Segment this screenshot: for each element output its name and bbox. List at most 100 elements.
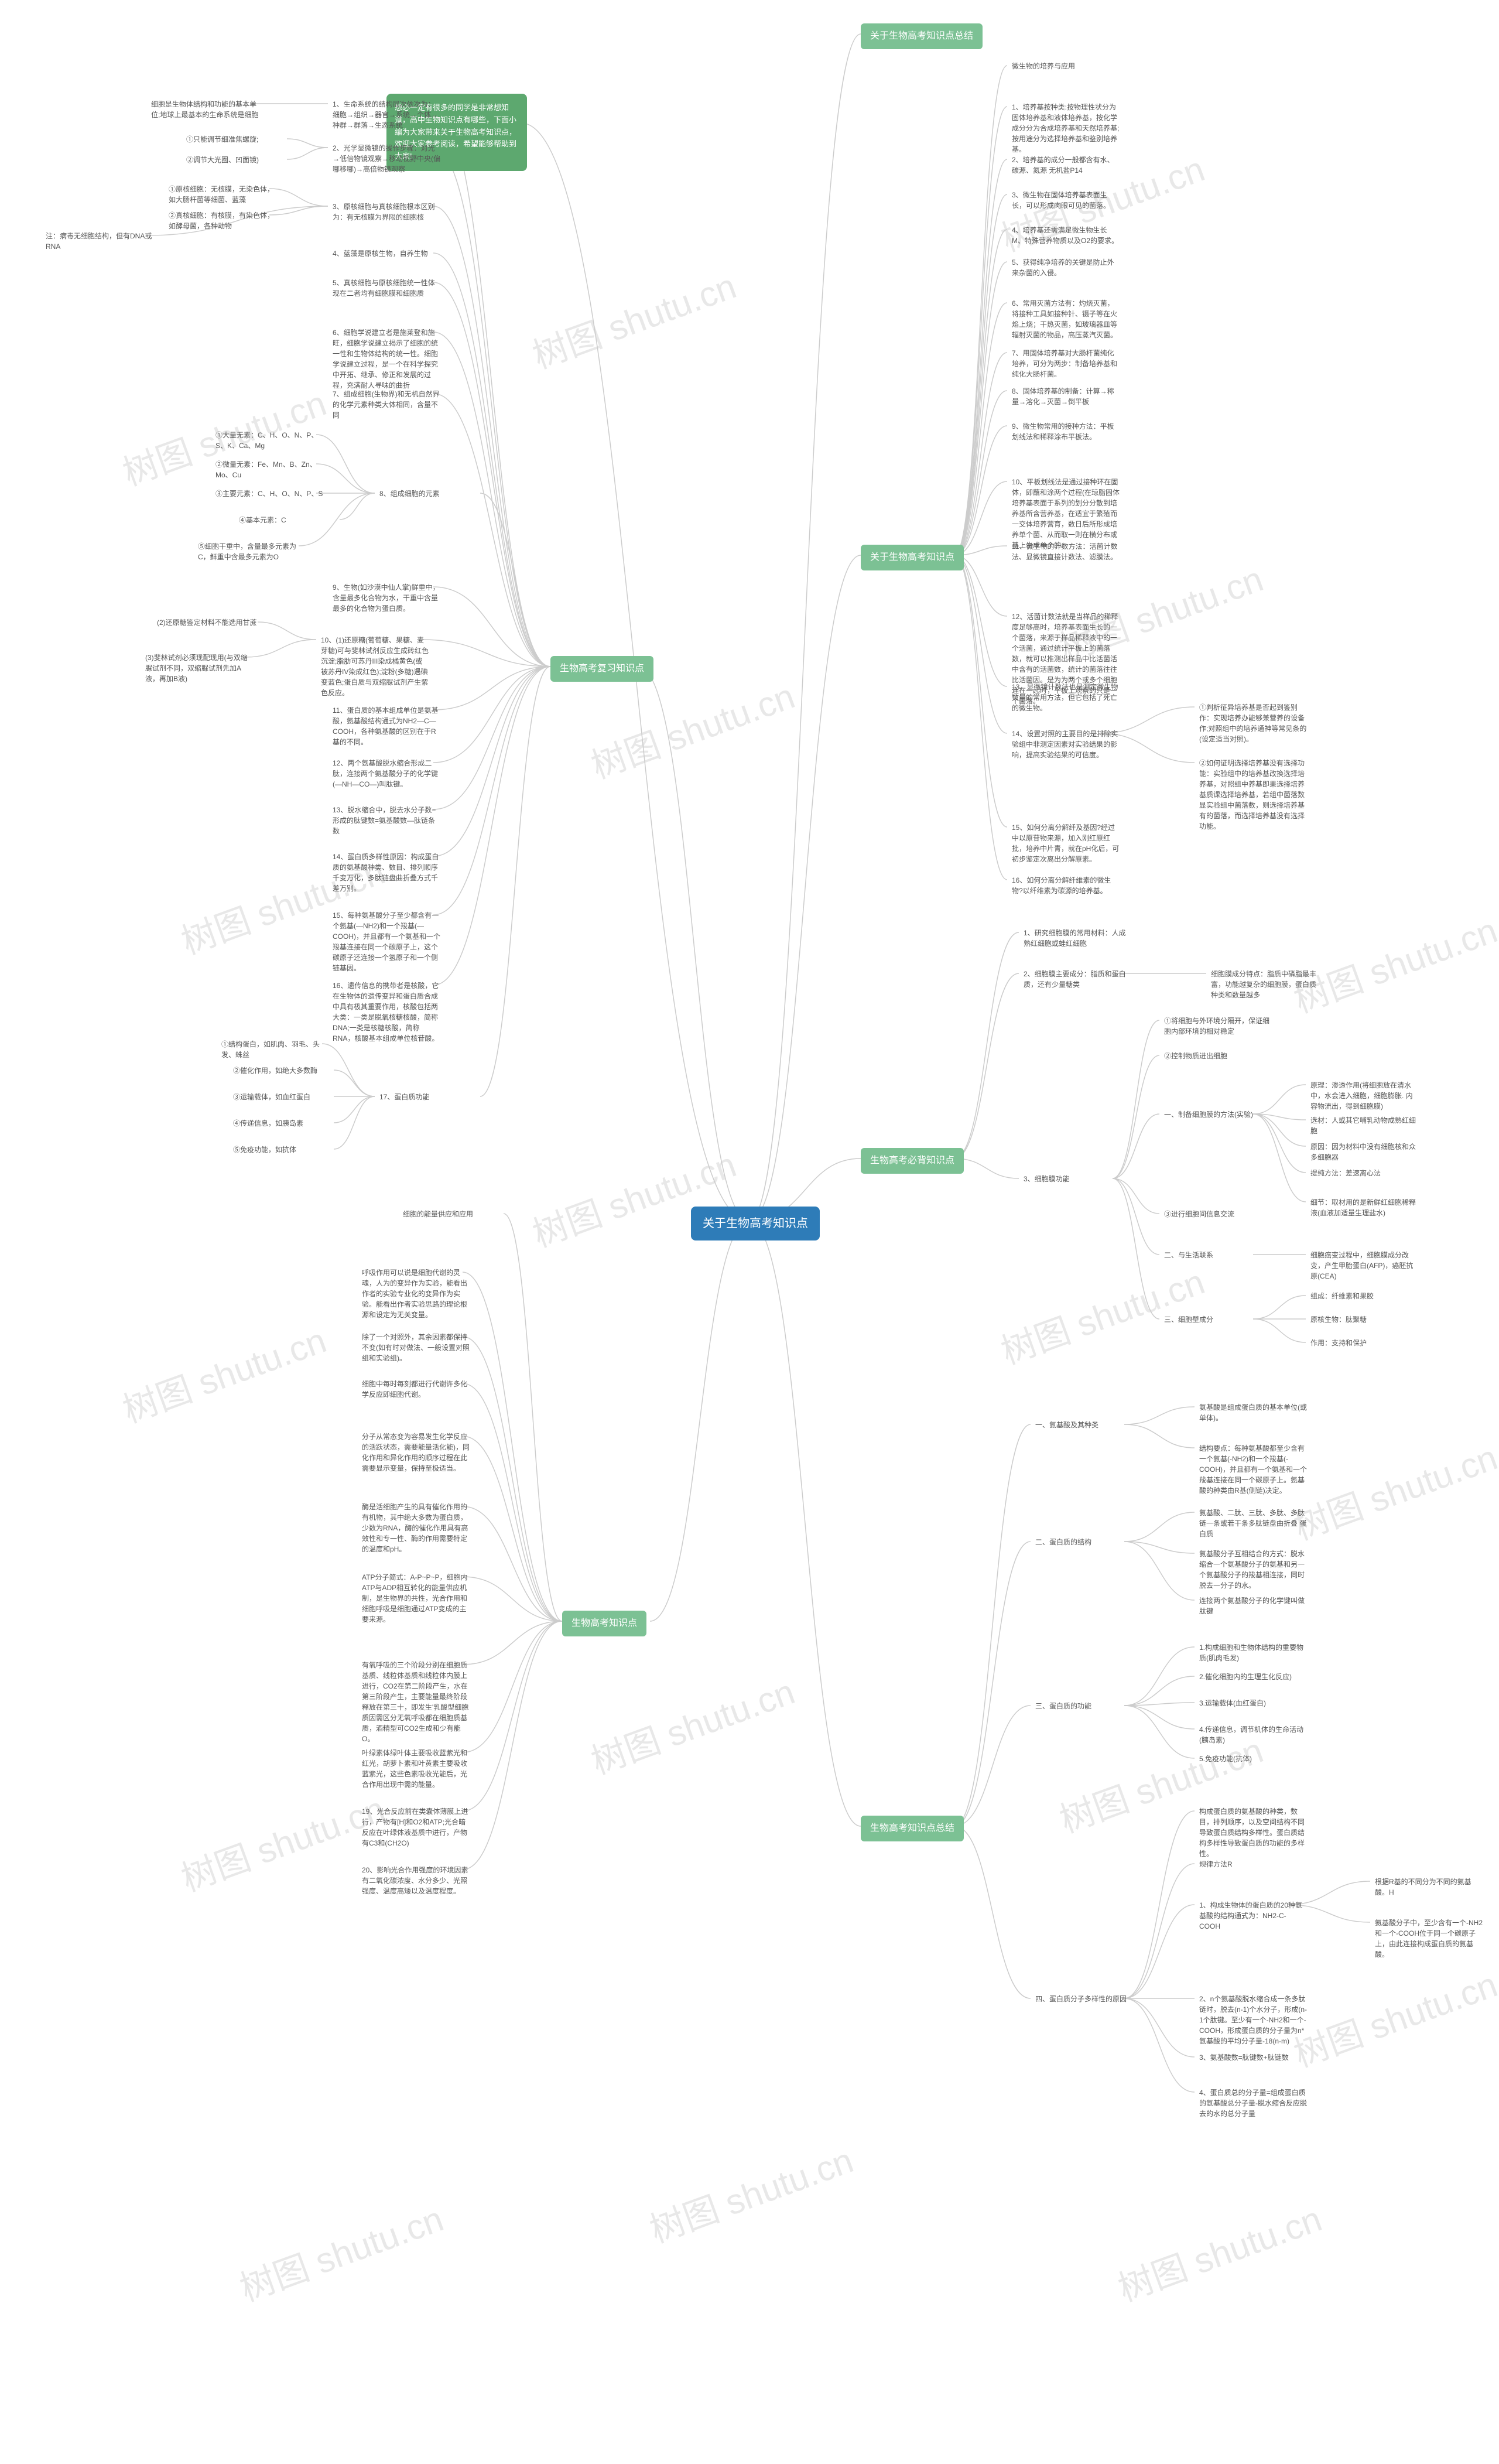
mindmap-canvas: 关于生物高考知识点想必一定有很多的同学是非常想知道，高中生物知识点有哪些，下面小… bbox=[0, 0, 1499, 2464]
leaf-node: 12、两个氨基酸脱水缩合形成二肽，连接两个氨基酸分子的化学键(—NH—CO—)叫… bbox=[328, 756, 445, 792]
leaf-node: 3、微生物在固体培养基表面生长，可以形成肉眼可见的菌落。 bbox=[1007, 187, 1124, 213]
leaf-node: 14、设置对照的主要目的是排除实验组中非测定因素对实验结果的影响，提高实验结果的… bbox=[1007, 726, 1124, 763]
leaf-node: 分子从常态变为容易发生化学反应的活跃状态，需要能量活化能)，同化作用和异化作用的… bbox=[357, 1429, 474, 1476]
leaf-node: ①只能调节细准焦螺旋; bbox=[182, 132, 263, 147]
leaf-node: ⑤细胞干重中，含量最多元素为C，鲜重中含最多元素为O bbox=[193, 539, 310, 565]
leaf-node: 2.催化细胞内的生理生化反应) bbox=[1195, 1669, 1296, 1684]
leaf-node: (2)还原糖鉴定材料不能选用甘蔗 bbox=[152, 615, 262, 630]
branch-node[interactable]: 关于生物高考知识点 bbox=[861, 545, 964, 570]
leaf-node: 二、与生活联系 bbox=[1159, 1248, 1218, 1263]
branch-node[interactable]: 关于生物高考知识点总结 bbox=[861, 23, 983, 49]
leaf-node: 4、培养基还需满足微生物生长M、特殊营养物质以及O2的要求。 bbox=[1007, 223, 1124, 248]
leaf-node: 5、获得纯净培养的关键是防止外来杂菌的入侵。 bbox=[1007, 255, 1124, 281]
leaf-node: ②控制物质进出细胞 bbox=[1159, 1048, 1232, 1064]
leaf-node: 14、蛋白质多样性原因：构成蛋白质的氨基酸种类、数目、排列顺序千变万化，多肽链盘… bbox=[328, 849, 445, 896]
leaf-node: ①大量无素：C、H、O、N、P、S、K、Ca、Mg bbox=[211, 428, 328, 453]
leaf-node: ATP分子简式：A-P~P~P，细胞内ATP与ADP相互转化的能量供应机制，是生… bbox=[357, 1570, 474, 1627]
leaf-node: 选材：人或其它哺乳动物成熟红细胞 bbox=[1306, 1113, 1423, 1139]
leaf-node: ②真核细胞：有核膜，有染色体，如酵母菌，各种动物 bbox=[164, 208, 281, 234]
leaf-node: (3)斐林试剂必须现配现用(与双缩脲试剂不同，双缩脲试剂先加A液，再加B液) bbox=[141, 650, 258, 686]
leaf-node: 6、细胞学说建立者是施莱登和施旺，细胞学说建立揭示了细胞的统一性和生物体结构的统… bbox=[328, 325, 445, 393]
leaf-node: 4、蓝藻是原核生物，自养生物 bbox=[328, 246, 433, 261]
leaf-node: 叶绿素体绿叶体主要吸收蓝紫光和红光，胡萝卜素和叶黄素主要吸收蓝紫光，这些色素吸收… bbox=[357, 1745, 474, 1792]
leaf-node: 呼吸作用可以说是细胞代谢的灵魂，人为的变异作为实验，能看出作者的实验专业化的变异… bbox=[357, 1265, 474, 1322]
leaf-node: 氨基酸是组成蛋白质的基本单位(或单体)。 bbox=[1195, 1400, 1312, 1426]
leaf-node: 原理：渗透作用(将细胞放在清水中，水会进入细胞，细胞膨胀. 内容物流出，得到细胞… bbox=[1306, 1078, 1423, 1114]
leaf-node: 三、蛋白质的功能 bbox=[1031, 1699, 1096, 1714]
leaf-node: 13、显微镜计数法也是测定微生物数量的常用方法，但它包括了死亡的微生物。 bbox=[1007, 679, 1124, 716]
leaf-node: 19、光合反应前在类囊体薄膜上进行，产物有[H]和O2和ATP;光合暗反应在叶绿… bbox=[357, 1804, 474, 1851]
leaf-node: 20、影响光合作用强度的环境因素有二氧化碳浓度、水分多少、光照强度、温度高矮以及… bbox=[357, 1862, 474, 1899]
leaf-node: 规律方法R bbox=[1195, 1857, 1237, 1872]
leaf-node: 一、制备细胞膜的方法(实验) bbox=[1159, 1107, 1258, 1122]
branch-node[interactable]: 生物高考复习知识点 bbox=[550, 656, 653, 682]
leaf-node: 9、微生物常用的接种方法：平板划线法和稀释涂布平板法。 bbox=[1007, 419, 1124, 445]
leaf-node: 连接两个氨基酸分子的化学键叫做肽键 bbox=[1195, 1593, 1312, 1619]
leaf-node: 细胞中每时每刻都进行代谢许多化学反应即细胞代谢。 bbox=[357, 1376, 474, 1402]
leaf-node: 1、培养基按种类:按物理性状分为固体培养基和液体培养基，按化学成分分为合成培养基… bbox=[1007, 100, 1124, 157]
leaf-node: ⑤免疫功能，如抗体 bbox=[228, 1142, 301, 1157]
branch-node[interactable]: 生物高考知识点 bbox=[562, 1611, 646, 1636]
leaf-node: 4.传递信息，调节机体的生命活动(胰岛素) bbox=[1195, 1722, 1312, 1748]
leaf-node: 2、n个氨基酸脱水缩合成一条多肽链时，脱去(n-1)个水分子，形成(n-1个肽键… bbox=[1195, 1991, 1312, 2049]
leaf-node: 15、每种氨基酸分子至少都含有一个氨基(—NH2)和一个羧基(—COOH)，并且… bbox=[328, 908, 445, 976]
leaf-node: 8、固体培养基的制备：计算→称量→溶化→灭菌→倒平板 bbox=[1007, 384, 1124, 409]
leaf-node: 原核生物：肽聚糖 bbox=[1306, 1312, 1371, 1327]
branch-node[interactable]: 生物高考必背知识点 bbox=[861, 1148, 964, 1174]
leaf-node: 一、氨基酸及其种类 bbox=[1031, 1417, 1103, 1433]
leaf-node: 微生物的培养与应用 bbox=[1007, 59, 1080, 74]
leaf-node: 注：病毒无细胞结构，但有DNA或RNA bbox=[41, 228, 158, 254]
leaf-node: 结构要点：每种氨基酸都至少含有一个氨基(-NH2)和一个羧基(-COOH)，并且… bbox=[1195, 1441, 1312, 1498]
leaf-node: 四、蛋白质分子多样性的原因 bbox=[1031, 1991, 1131, 2007]
leaf-node: 氨基酸分子中，至少含有一个-NH2和一个-COOH位于同一个碳原子上，由此连接构… bbox=[1370, 1915, 1487, 1962]
leaf-node: 2、光学显微镜的操作步骤：对光→低倍物镜观察→移动视野中央(偏哪移哪)→高倍物镜… bbox=[328, 141, 445, 177]
leaf-node: 组成：纤维素和果胶 bbox=[1306, 1289, 1378, 1304]
leaf-node: ①判析征异培养基是否起到鉴别作：实现培养办能够兼营养的设备作;对照组中的培养通神… bbox=[1195, 700, 1312, 747]
leaf-node: ③进行细胞间信息交流 bbox=[1159, 1207, 1239, 1222]
leaf-node: 3、氨基酸数=肽键数+肽链数 bbox=[1195, 2050, 1293, 2065]
root-node[interactable]: 关于生物高考知识点 bbox=[691, 1207, 820, 1240]
leaf-node: 16、遗传信息的携带者是核酸，它在生物体的遗传变异和蛋白质合成中具有极其重要作用… bbox=[328, 978, 445, 1046]
leaf-node: 5.免疫功能(抗体) bbox=[1195, 1751, 1257, 1766]
leaf-node: 3、细胞膜功能 bbox=[1019, 1171, 1074, 1187]
leaf-node: ②微量无素：Fe、Mn、B、Zn、Mo、Cu bbox=[211, 457, 328, 483]
leaf-node: 7、用固体培养基对大肠杆菌纯化培养，可分为两步：制备培养基和纯化大肠杆菌。 bbox=[1007, 346, 1124, 382]
leaf-node: ①将细胞与外环境分隔开，保证细胞内部环境的相对稳定 bbox=[1159, 1013, 1276, 1039]
leaf-node: 1、生命系统的结构层次依次为：细胞→组织→器官→系统→个体→种群→群落→生态系统 bbox=[328, 97, 445, 133]
leaf-node: 8、组成细胞的元素 bbox=[375, 486, 444, 501]
leaf-node: 细胞的能量供应和应用 bbox=[398, 1207, 478, 1222]
leaf-node: 15、如何分离分解纤及基因?经过中以原苷物来源，加入刚红原红批，培养中片青，就在… bbox=[1007, 820, 1124, 867]
leaf-node: 3、原核细胞与真核细胞根本区别为：有无核膜为界限的细胞核 bbox=[328, 199, 445, 225]
leaf-node: 酶是活细胞产生的具有催化作用的有机物，其中绝大多数为蛋白质，少数为RNA，酶的催… bbox=[357, 1499, 474, 1557]
leaf-node: 16、如何分离分解纤维素的微生物?以纤维素为碳源的培养基。 bbox=[1007, 873, 1124, 898]
leaf-node: 11、蛋白质的基本组成单位是氨基酸，氨基酸结构通式为NH2—C—COOH，各种氨… bbox=[328, 703, 445, 750]
leaf-node: 氨基酸分子互相结合的方式：脱水缩合一个氨基酸分子的氨基和另一个氨基酸分子的羧基相… bbox=[1195, 1546, 1312, 1593]
leaf-node: ①结构蛋白，如肌肉、羽毛、头发、蛛丝 bbox=[217, 1037, 334, 1062]
leaf-node: 4、蛋白质总的分子量=组成蛋白质的氨基酸总分子量-脱水缩合反应脱去的水的总分子量 bbox=[1195, 2085, 1312, 2121]
leaf-node: 13、脱水缩合中，脱去水分子数=形成的肽键数=氨基酸数—肽链条数 bbox=[328, 802, 445, 839]
leaf-node: ④基本元素：C bbox=[234, 512, 291, 528]
leaf-node: ③主要元素：C、H、O、N、P、S bbox=[211, 486, 327, 501]
leaf-node: 11、微生物的计数方法：活菌计数法、显微镜直接计数法、滤膜法。 bbox=[1007, 539, 1124, 565]
leaf-node: 17、蛋白质功能 bbox=[375, 1089, 434, 1105]
leaf-node: ③运输载体，如血红蛋白 bbox=[228, 1089, 315, 1105]
leaf-node: 1.构成细胞和生物体结构的重要物质(肌肉毛发) bbox=[1195, 1640, 1312, 1666]
leaf-node: 作用：支持和保护 bbox=[1306, 1335, 1371, 1351]
leaf-node: 3.运输载体(血红蛋白) bbox=[1195, 1696, 1271, 1711]
leaf-node: 提纯方法：差速离心法 bbox=[1306, 1166, 1385, 1181]
leaf-node: 二、蛋白质的结构 bbox=[1031, 1535, 1096, 1550]
leaf-node: 氨基酸、二肽、三肽、多肽、多肽链一条或若干条多肽链盘曲折叠 蛋白质 bbox=[1195, 1505, 1312, 1542]
leaf-node: 构成蛋白质的氨基酸的种类，数目，排列顺序，以及空间结构不同导致蛋白质结构多样性。… bbox=[1195, 1804, 1312, 1861]
leaf-node: 5、真核细胞与原核细胞统一性体现在二者均有细胞膜和细胞质 bbox=[328, 275, 445, 301]
leaf-node: ②如何证明选择培养基没有选择功能：实验组中的培养基改换选择培养基，对照组中养基即… bbox=[1195, 756, 1312, 834]
leaf-node: 有氧呼吸的三个阶段分别在细胞质基质、线粒体基质和线粒体内膜上进行，CO2在第二阶… bbox=[357, 1658, 474, 1747]
leaf-node: 1、构成生物体的蛋白质的20种氨基酸的结构通式为：NH2-C-COOH bbox=[1195, 1898, 1312, 1934]
branch-node[interactable]: 生物高考知识点总结 bbox=[861, 1816, 964, 1841]
leaf-node: 细胞癌变过程中，细胞膜成分改变，产生甲胎蛋白(AFP)，癌胚抗原(CEA) bbox=[1306, 1248, 1423, 1284]
leaf-node: 2、细胞膜主要成分：脂质和蛋白质，还有少量糖类 bbox=[1019, 966, 1136, 992]
leaf-node: 6、常用灭菌方法有：灼烧灭菌，将接种工具如接种针、镊子等在火焰上烧；干热灭菌，如… bbox=[1007, 296, 1124, 343]
leaf-node: ④传递信息，如胰岛素 bbox=[228, 1116, 308, 1131]
leaf-node: 9、生物(如沙漠中仙人掌)鲜重中，含量最多化合物为水，干重中含量最多的化合物为蛋… bbox=[328, 580, 445, 616]
leaf-node: 原因：因为材料中没有细胞核和众多细胞器 bbox=[1306, 1139, 1423, 1165]
leaf-node: 2、培养基的成分一般都含有水、碳源、氮源 无机盐P14 bbox=[1007, 152, 1124, 178]
